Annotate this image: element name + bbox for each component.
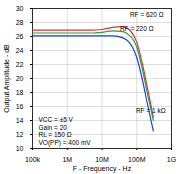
svg-text:26: 26 [16,33,24,40]
svg-text:1M: 1M [62,156,72,163]
svg-text:F - Frequency - Hz: F - Frequency - Hz [73,165,132,173]
svg-text:12: 12 [16,131,24,138]
svg-text:14: 14 [16,117,24,124]
svg-text:16: 16 [16,103,24,110]
svg-text:100k: 100k [25,156,41,163]
svg-text:1G: 1G [167,156,176,163]
svg-text:30: 30 [16,5,24,12]
svg-text:RF = 220 Ω: RF = 220 Ω [120,25,154,32]
svg-text:10: 10 [16,145,24,152]
svg-text:20: 20 [16,75,24,82]
svg-text:RF = 1 kΩ: RF = 1 kΩ [136,107,166,114]
svg-text:RF = 620 Ω: RF = 620 Ω [130,11,164,18]
svg-text:VCC = ±5 VGain = 20RL = 150 ΩV: VCC = ±5 VGain = 20RL = 150 ΩVO(PP) = 40… [39,116,92,146]
svg-text:10M: 10M [95,156,109,163]
svg-text:24: 24 [16,47,24,54]
svg-text:100M: 100M [128,156,146,163]
svg-text:28: 28 [16,19,24,26]
svg-text:18: 18 [16,89,24,96]
svg-text:22: 22 [16,61,24,68]
svg-text:Output Amplitude - dB: Output Amplitude - dB [3,44,11,113]
